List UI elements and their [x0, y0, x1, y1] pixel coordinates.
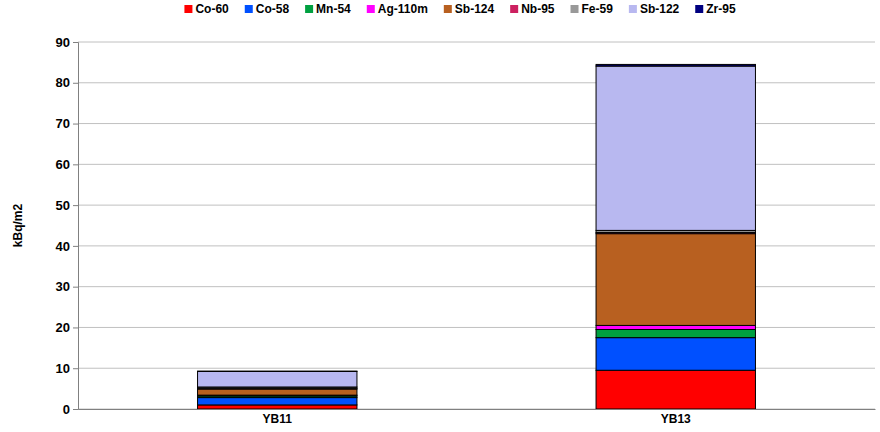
legend-item: Mn-54 — [305, 2, 351, 16]
y-tick-mark — [73, 42, 78, 43]
y-tick: 30 — [56, 279, 78, 294]
legend-swatch — [571, 5, 579, 13]
y-tick: 80 — [56, 75, 78, 90]
bar-segment — [198, 398, 357, 405]
y-tick-mark — [73, 164, 78, 165]
legend-label: Fe-59 — [582, 2, 614, 16]
y-tick: 50 — [56, 198, 78, 213]
bar-segment — [198, 396, 357, 398]
y-tick-label: 60 — [56, 157, 70, 172]
x-tick: YB11 — [263, 409, 293, 426]
y-tick-label: 90 — [56, 35, 70, 50]
y-tick: 20 — [56, 320, 78, 335]
y-tick-label: 20 — [56, 320, 70, 335]
y-tick-mark — [73, 83, 78, 84]
y-tick-label: 30 — [56, 279, 70, 294]
legend-item: Ag-110m — [367, 2, 428, 16]
y-tick-label: 50 — [56, 198, 70, 213]
y-tick: 60 — [56, 157, 78, 172]
bar-segment — [198, 371, 357, 386]
y-tick-mark — [73, 205, 78, 206]
y-tick-label: 80 — [56, 75, 70, 90]
legend-item: Fe-59 — [571, 2, 614, 16]
legend-swatch — [367, 5, 375, 13]
bar-segment — [596, 234, 755, 326]
y-tick-label: 70 — [56, 116, 70, 131]
legend-item: Sb-124 — [444, 2, 495, 16]
y-tick: 70 — [56, 116, 78, 131]
bar-segment — [198, 388, 357, 390]
y-tick: 90 — [56, 35, 78, 50]
y-axis: 0 10 20 30 40 50 60 70 80 90 — [56, 35, 79, 417]
legend-item: Zr-95 — [695, 2, 736, 16]
x-tick: YB13 — [661, 409, 691, 426]
legend-label: Sb-124 — [455, 2, 495, 16]
legend-swatch — [305, 5, 313, 13]
x-tick-label: YB13 — [661, 412, 691, 426]
x-axis-line — [79, 409, 876, 410]
legend-item: Nb-95 — [510, 2, 555, 16]
legend-swatch — [184, 5, 192, 13]
y-tick-mark — [73, 287, 78, 288]
legend-label: Ag-110m — [378, 2, 428, 16]
x-tick-label: YB11 — [263, 412, 293, 426]
y-tick-mark — [73, 327, 78, 328]
legend-swatch — [629, 5, 637, 13]
bar-segment — [596, 325, 755, 329]
y-tick: 10 — [56, 361, 78, 376]
y-tick-label: 40 — [56, 239, 70, 254]
bars — [198, 64, 756, 409]
legend-swatch — [695, 5, 703, 13]
x-axis: YB11 YB13 — [79, 409, 876, 426]
legend-label: Zr-95 — [706, 2, 736, 16]
bar-segment — [596, 370, 755, 409]
y-tick-mark — [73, 368, 78, 369]
legend-swatch — [510, 5, 518, 13]
y-tick: 0 — [63, 402, 78, 417]
y-axis-line — [73, 43, 79, 410]
bar-segment — [198, 405, 357, 409]
legend-label: Co-58 — [256, 2, 290, 16]
legend-label: Co-60 — [195, 2, 229, 16]
legend-swatch — [245, 5, 253, 13]
grid-line — [78, 42, 875, 43]
legend-item: Sb-122 — [629, 2, 680, 16]
legend-item: Co-58 — [245, 2, 290, 16]
bar-segment — [198, 389, 357, 395]
grid — [78, 42, 875, 409]
chart: 0102030405060708090YB11YB13kBq/m2Co-60Co… — [0, 0, 880, 432]
bar-segment — [596, 329, 755, 337]
y-tick-mark — [73, 124, 78, 125]
y-tick-label: 10 — [56, 361, 70, 376]
legend-label: Mn-54 — [316, 2, 351, 16]
legend-item: Co-60 — [184, 2, 229, 16]
legend-label: Nb-95 — [521, 2, 555, 16]
bar-segment — [198, 371, 357, 372]
y-axis-title: kBq/m2 — [11, 204, 25, 248]
y-tick-label: 0 — [63, 402, 70, 417]
y-tick-mark — [73, 246, 78, 247]
bar-segment — [596, 64, 755, 66]
legend: Co-60 Co-58 Mn-54 Ag-110m Sb-124 Nb-95 Fe-59 Sb… — [184, 2, 735, 16]
y-tick: 40 — [56, 239, 78, 254]
legend-label: Sb-122 — [640, 2, 680, 16]
y-tick-mark — [73, 409, 78, 410]
legend-swatch — [444, 5, 452, 13]
bar-segment — [596, 338, 755, 371]
bar-segment — [596, 66, 755, 230]
